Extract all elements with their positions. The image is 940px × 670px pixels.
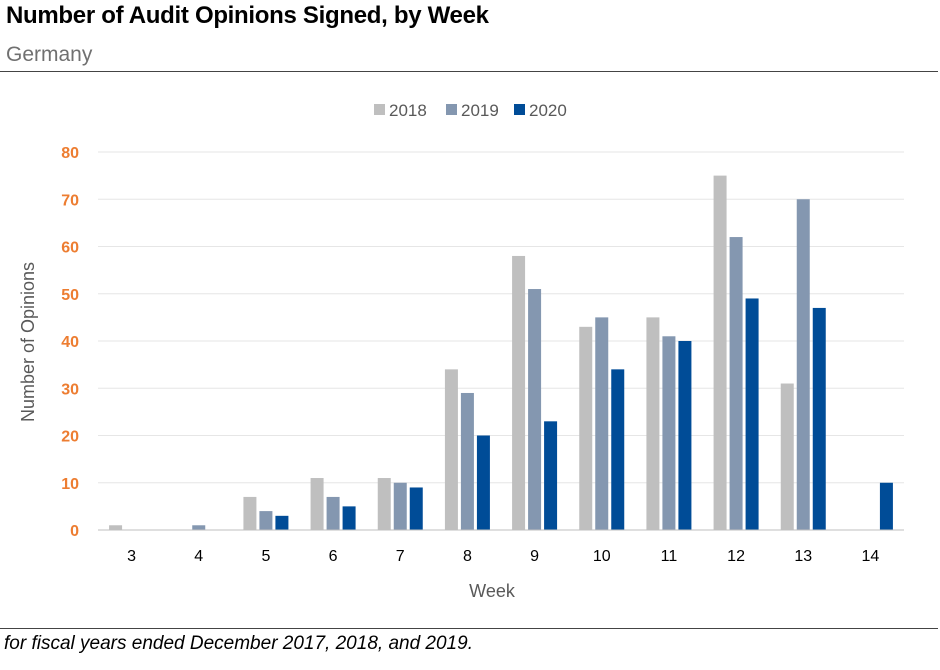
x-tick-label: 13 [794,548,812,565]
chart-title: Number of Audit Opinions Signed, by Week [6,2,489,29]
legend-item-2018: 2018 [374,101,427,120]
bar-2018-week-11 [646,317,660,530]
y-tick-label: 0 [70,523,79,540]
bar-2019-week-11 [662,336,676,530]
bar-2020-week-12 [745,298,759,530]
y-tick-label: 20 [61,429,79,446]
legend-label: 2019 [461,101,499,120]
bar-2018-week-8 [444,369,458,530]
bar-2018-week-7 [377,478,391,530]
bar-2020-week-11 [678,341,692,530]
bar-2018-week-5 [243,496,257,530]
legend-item-2019: 2019 [446,101,499,120]
legend-swatch [446,104,457,115]
bar-2020-week-10 [611,369,625,530]
bar-2020-week-6 [342,506,356,530]
x-tick-label: 8 [463,548,472,565]
x-tick-label: 11 [661,548,678,565]
x-tick-label: 9 [530,548,539,565]
bar-2020-week-8 [476,435,490,530]
y-axis-ticks: 0 10 20 30 40 50 60 70 80 [61,145,79,540]
footer-rule [0,628,938,629]
x-tick-label: 3 [127,548,136,565]
y-tick-label: 10 [61,476,79,493]
bar-2018-week-12 [713,175,727,530]
bar-2019-week-13 [796,199,810,530]
chart-subtitle: Germany [6,43,93,66]
legend-label: 2018 [389,101,427,120]
y-tick-label: 30 [61,381,79,398]
y-tick-label: 40 [61,334,79,351]
chart-legend: 2018 2019 2020 [374,101,567,120]
bar-2019-week-8 [460,392,474,530]
bar-2018-week-3 [109,525,123,530]
bar-2018-week-13 [780,383,794,530]
bar-2018-week-10 [579,326,593,530]
bar-2020-week-5 [275,515,289,530]
x-tick-label: 10 [593,548,611,565]
bar-2019-week-12 [729,237,743,531]
x-tick-label: 14 [862,548,880,565]
bar-2019-week-5 [259,511,273,530]
bar-2018-week-9 [512,255,526,530]
gridlines [98,151,904,484]
bar-2020-week-14 [879,482,893,530]
bar-2018-week-6 [310,478,324,530]
y-tick-label: 50 [61,287,79,304]
footnote: for fiscal years ended December 2017, 20… [4,633,473,654]
y-axis-label: Number of Opinions [18,262,38,422]
bar-2020-week-9 [544,421,558,530]
bar-2020-week-13 [812,307,826,530]
bar-chart: 2018 2019 2020 0 10 20 30 40 50 60 70 80 3 4 5 6 7 8 9 10… [18,101,904,601]
bar-2019-week-7 [393,482,407,530]
bar-2019-week-9 [528,289,542,530]
legend-swatch [374,104,385,115]
legend-item-2020: 2020 [514,101,567,120]
x-tick-label: 6 [329,548,338,565]
x-axis-ticks: 3 4 5 6 7 8 9 10 11 12 13 14 [127,548,879,565]
x-axis-label: Week [469,581,516,601]
bar-2019-week-4 [192,525,206,530]
bar-2020-week-7 [409,487,423,530]
x-tick-label: 7 [396,548,405,565]
legend-label: 2020 [529,101,567,120]
y-tick-label: 80 [61,145,79,162]
legend-swatch [514,104,525,115]
y-tick-label: 60 [61,240,79,257]
header-rule [0,71,938,72]
bar-2019-week-6 [326,496,340,530]
y-tick-label: 70 [61,192,79,209]
bar-2019-week-10 [595,317,609,530]
x-tick-label: 4 [194,548,203,565]
x-tick-label: 12 [727,548,745,565]
x-tick-label: 5 [261,548,270,565]
bars [109,175,893,531]
